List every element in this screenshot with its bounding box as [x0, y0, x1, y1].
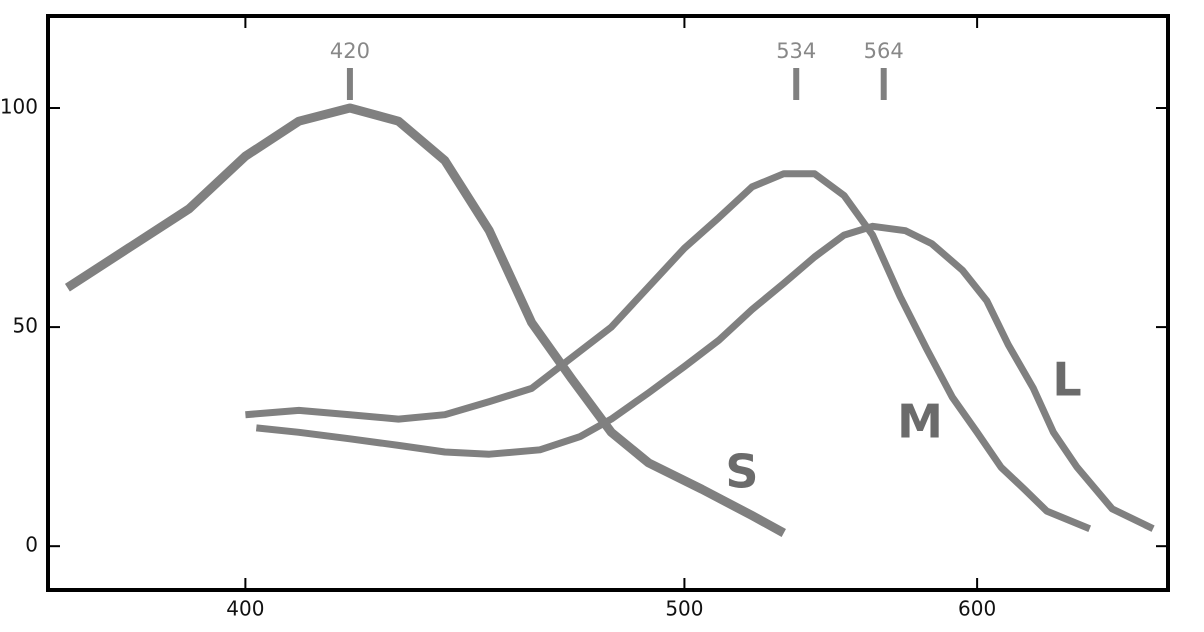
- x-tick-label: 400: [226, 597, 264, 621]
- curve: [255, 222, 1155, 532]
- x-tick-label: 500: [665, 597, 703, 621]
- series-label: S: [725, 445, 758, 499]
- y-tick-label: 100: [0, 95, 38, 119]
- curve: [64, 103, 786, 537]
- peak-label: 534: [776, 39, 816, 63]
- y-tick-label: 0: [25, 533, 38, 557]
- series-label: L: [1052, 353, 1081, 407]
- plot-frame: [46, 14, 1170, 592]
- peak-label: 564: [864, 39, 904, 63]
- series-label: M: [897, 395, 943, 449]
- y-tick-label: 50: [13, 314, 38, 338]
- curve: [245, 170, 1092, 532]
- peak-label: 420: [330, 39, 370, 63]
- x-tick-label: 600: [958, 597, 996, 621]
